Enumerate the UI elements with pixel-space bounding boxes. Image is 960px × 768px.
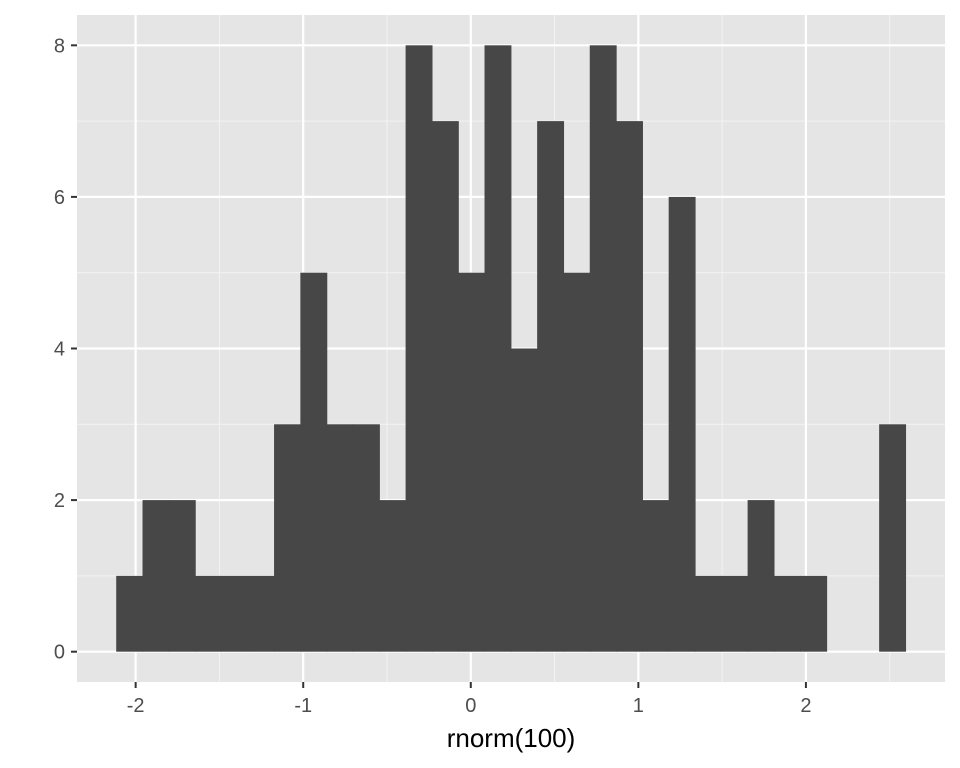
x-tick-label: 0	[465, 695, 476, 717]
histogram-bar	[274, 424, 301, 652]
x-axis: -2 -1 0 1 2	[127, 682, 811, 717]
histogram-bar	[668, 196, 696, 652]
y-tick-label: 6	[54, 187, 65, 209]
y-tick-label: 2	[54, 490, 65, 512]
histogram-bar	[800, 575, 828, 652]
histogram-bar	[879, 424, 907, 652]
histogram-bar	[589, 45, 617, 652]
histogram-bar	[116, 575, 144, 652]
x-tick-label: 1	[633, 695, 644, 717]
histogram-bar	[168, 500, 196, 652]
y-tick-label: 8	[54, 35, 65, 57]
histogram-bars	[116, 45, 907, 652]
histogram-bar	[563, 272, 591, 652]
histogram-bar	[142, 500, 170, 652]
x-tick-label: 2	[800, 695, 811, 717]
histogram-bar	[642, 500, 670, 652]
histogram-bar	[484, 45, 512, 652]
histogram-bar	[773, 575, 801, 652]
histogram-bar	[221, 575, 249, 652]
histogram-bar	[405, 45, 433, 652]
x-tick-label: -1	[294, 695, 312, 717]
histogram-bar	[721, 575, 749, 652]
histogram-bar	[537, 121, 565, 652]
histogram-bar	[616, 121, 643, 652]
histogram-bar	[326, 424, 354, 652]
histogram-bar	[747, 500, 775, 652]
histogram-bar	[431, 121, 459, 652]
histogram-bar	[510, 348, 538, 652]
y-tick-label: 4	[54, 339, 65, 361]
x-tick-label: -2	[127, 695, 145, 717]
histogram-bar	[247, 575, 275, 652]
histogram-bar	[195, 575, 223, 652]
histogram-bar	[694, 575, 722, 652]
y-tick-label: 0	[54, 642, 65, 664]
histogram-bar	[458, 272, 486, 652]
histogram-bar	[300, 272, 328, 652]
histogram-bar	[352, 424, 380, 652]
y-axis: 0 2 4 6 8	[54, 35, 77, 664]
histogram-bar	[379, 500, 407, 652]
x-axis-title: rnorm(100)	[447, 723, 576, 753]
